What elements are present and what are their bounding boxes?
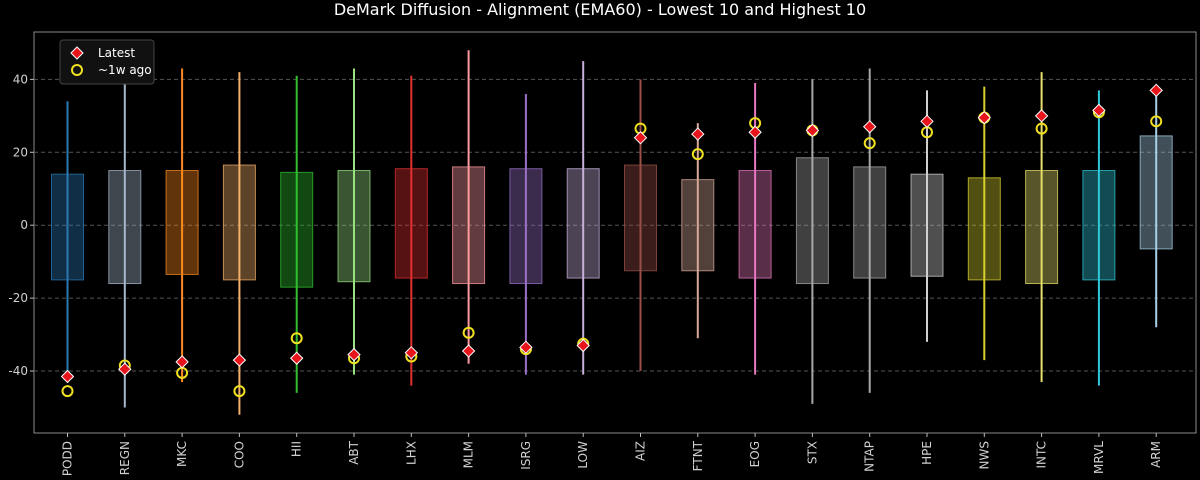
box-NWS xyxy=(967,177,1001,281)
x-tick-label: FTNT xyxy=(691,440,705,471)
latest-point xyxy=(633,131,648,145)
latest-point xyxy=(289,351,304,365)
week-ago-point xyxy=(1150,115,1163,128)
legend-latest-label: Latest xyxy=(98,46,135,60)
week-ago-point xyxy=(863,137,876,150)
x-tick-label: ABT xyxy=(347,440,361,464)
x-tick-label: AIZ xyxy=(634,441,648,461)
latest-point xyxy=(748,125,762,139)
x-tick-label: MLM xyxy=(462,441,476,468)
box-STX xyxy=(795,157,829,285)
x-tick-label: NWS xyxy=(977,441,991,469)
x-tick-label: LHX xyxy=(404,441,418,465)
week-ago-point xyxy=(691,148,704,161)
x-tick-label: COO xyxy=(232,441,246,468)
box-MRVL xyxy=(1082,170,1116,281)
legend: Latest ~1w ago xyxy=(59,39,155,85)
x-tick-label: LOW xyxy=(576,441,590,469)
x-tick-label: REGN xyxy=(118,441,132,475)
x-axis: PODD REGN MKC COO HII ABT LHX MLM ISRG LOW AIZ FTNT… xyxy=(61,433,1163,476)
latest-point xyxy=(805,123,820,138)
x-tick-label: HII xyxy=(290,441,304,457)
week-ago-point xyxy=(462,326,475,339)
latest-point xyxy=(1092,103,1106,118)
box-EOG xyxy=(738,170,772,279)
y-tick-label: 0 xyxy=(20,218,28,232)
y-tick-label: 20 xyxy=(13,145,28,159)
box-ABT xyxy=(337,170,371,283)
latest-point xyxy=(1149,83,1163,98)
week-ago-point xyxy=(1035,122,1048,135)
latest-point xyxy=(691,127,705,141)
x-tick-label: MRVL xyxy=(1092,441,1106,474)
latest-point xyxy=(519,340,533,355)
box-MKC xyxy=(165,170,199,275)
y-tick-label: -20 xyxy=(8,291,28,305)
box-HPE xyxy=(910,173,944,277)
x-tick-label: NTAP xyxy=(863,441,877,472)
latest-point xyxy=(862,120,877,134)
box-HII xyxy=(280,171,314,288)
x-tick-label: ARM xyxy=(1149,441,1163,468)
box-LHX xyxy=(394,168,428,279)
legend-week-ago-marker xyxy=(71,64,83,76)
box-ARM xyxy=(1139,135,1173,250)
box-NTAP xyxy=(853,166,887,279)
box-INTC xyxy=(1025,170,1059,285)
y-tick-label: 40 xyxy=(13,72,28,86)
marker-series xyxy=(60,83,1163,398)
y-tick-label: -40 xyxy=(8,364,28,378)
box-REGN xyxy=(108,170,142,285)
chart-title: DeMark Diffusion - Alignment (EMA60) - L… xyxy=(334,0,866,19)
latest-point xyxy=(60,369,75,384)
box-AIZ xyxy=(624,164,657,272)
x-tick-label: STX xyxy=(805,441,819,464)
x-tick-label: HPE xyxy=(920,441,934,465)
week-ago-point xyxy=(233,385,246,398)
latest-point xyxy=(118,362,132,376)
latest-point xyxy=(977,110,992,125)
x-tick-label: INTC xyxy=(1035,441,1049,469)
plot-frame xyxy=(33,31,1197,434)
latest-point xyxy=(232,353,247,367)
x-tick-label: EOG xyxy=(748,441,762,467)
legend-week-ago-label: ~1w ago xyxy=(98,63,152,77)
box-MLM xyxy=(452,166,486,285)
x-tick-label: MKC xyxy=(175,441,189,467)
box-FTNT xyxy=(681,179,715,272)
latest-point xyxy=(347,347,361,362)
latest-point xyxy=(1034,109,1049,123)
box-ISRG xyxy=(509,168,543,285)
box-series xyxy=(51,50,1173,415)
week-ago-point xyxy=(290,332,303,345)
week-ago-point xyxy=(61,385,74,398)
latest-point xyxy=(175,355,189,369)
legend-latest-marker xyxy=(70,46,84,60)
x-tick-label: ISRG xyxy=(519,441,533,470)
grid-lines xyxy=(34,78,1196,372)
latest-point xyxy=(404,346,419,360)
latest-point xyxy=(576,338,590,353)
latest-point xyxy=(920,114,934,129)
latest-point xyxy=(461,344,476,358)
box-COO xyxy=(222,164,256,281)
box-LOW xyxy=(566,168,600,279)
legend-frame xyxy=(59,39,155,85)
x-tick-label: PODD xyxy=(61,441,75,476)
box-PODD xyxy=(51,173,84,281)
y-axis: -40 -20 0 20 40 xyxy=(8,72,34,378)
